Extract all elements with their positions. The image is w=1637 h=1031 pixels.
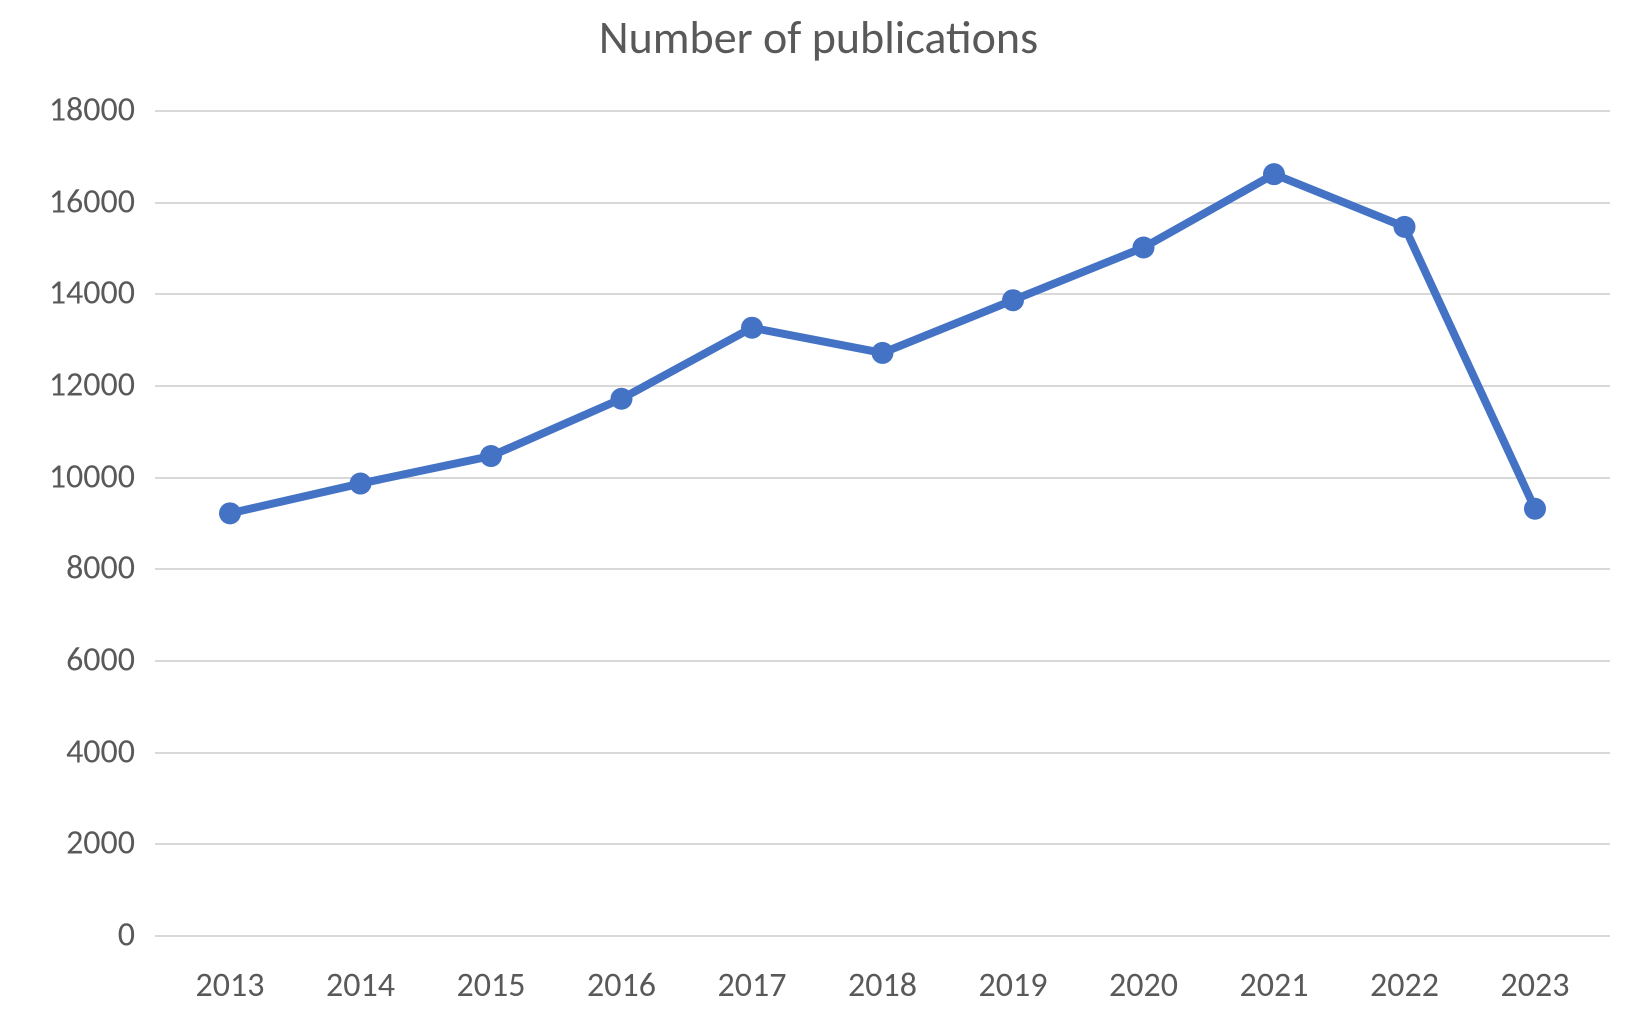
x-tick-label: 2018 (848, 965, 917, 1006)
line-series (155, 110, 1610, 935)
data-point (872, 342, 894, 364)
y-tick-label: 16000 (10, 181, 135, 222)
data-point (219, 502, 241, 524)
x-tick-label: 2016 (587, 965, 656, 1006)
x-tick-label: 2015 (457, 965, 526, 1006)
x-tick-label: 2019 (979, 965, 1048, 1006)
data-point (1133, 237, 1155, 259)
plot-area: 0200040006000800010000120001400016000180… (155, 110, 1610, 935)
publications-chart: Number of publications 02000400060008000… (0, 0, 1637, 1031)
x-tick-label: 2013 (196, 965, 265, 1006)
data-point (350, 473, 372, 495)
data-point (611, 388, 633, 410)
data-point (1263, 163, 1285, 185)
chart-title: Number of publications (0, 10, 1637, 66)
y-tick-label: 8000 (10, 548, 135, 589)
gridline (155, 935, 1610, 937)
y-tick-label: 12000 (10, 365, 135, 406)
data-point (1002, 289, 1024, 311)
x-tick-label: 2014 (326, 965, 395, 1006)
x-tick-label: 2020 (1109, 965, 1178, 1006)
y-tick-label: 4000 (10, 731, 135, 772)
y-tick-label: 14000 (10, 273, 135, 314)
y-tick-label: 6000 (10, 640, 135, 681)
data-point (480, 445, 502, 467)
x-tick-label: 2022 (1370, 965, 1439, 1006)
y-tick-label: 2000 (10, 823, 135, 864)
y-tick-label: 0 (10, 915, 135, 956)
data-point (1524, 498, 1546, 520)
data-point (1394, 216, 1416, 238)
y-tick-label: 18000 (10, 90, 135, 131)
data-point (741, 317, 763, 339)
x-tick-label: 2023 (1501, 965, 1570, 1006)
x-tick-label: 2017 (718, 965, 787, 1006)
x-tick-label: 2021 (1240, 965, 1309, 1006)
y-tick-label: 10000 (10, 456, 135, 497)
